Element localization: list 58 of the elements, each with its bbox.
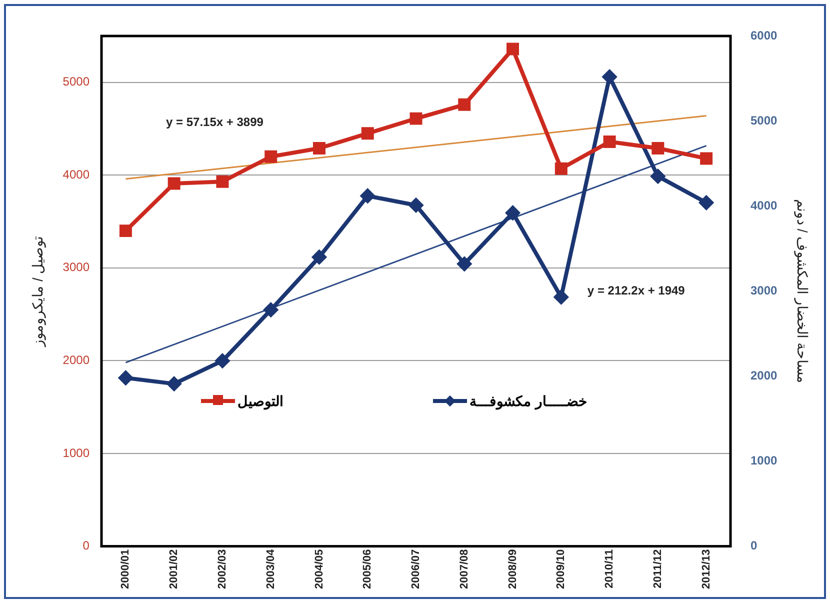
point [554, 290, 568, 304]
x-tick-label: 2007/08 [458, 549, 470, 590]
x-tick-label: 2001/02 [168, 549, 180, 590]
point [700, 152, 713, 165]
x-tick-label: 2000/01 [120, 549, 132, 590]
point [168, 177, 180, 190]
x-tick-label: 2012/13 [700, 549, 712, 590]
point [312, 142, 326, 154]
y2-tick-label: 6000 [750, 28, 778, 42]
point [699, 196, 714, 210]
x-tick-label: 2011/12 [652, 549, 664, 588]
point [360, 188, 375, 203]
y2-tick-label: 3000 [750, 283, 778, 298]
x-tick-label: 2005/06 [362, 549, 374, 590]
x-tick-label: 2004/05 [313, 549, 326, 590]
legend-label: التوصيل [237, 393, 284, 410]
y2-tick-label: 2000 [750, 368, 778, 382]
point [410, 112, 422, 125]
point [409, 198, 423, 212]
x-tick-label: 2008/09 [506, 549, 519, 590]
point [458, 98, 471, 111]
y-tick-label: 4000 [62, 167, 90, 182]
annotation: y = 57.15x + 3899 [166, 115, 264, 130]
y2-tick-label: 0 [750, 538, 758, 553]
point [118, 370, 133, 385]
point [264, 302, 278, 317]
point [119, 224, 132, 238]
point [215, 354, 230, 368]
point [506, 206, 520, 220]
point [506, 42, 520, 56]
y2-tick-label: 1000 [750, 454, 778, 468]
point [216, 175, 229, 188]
legend-label: خضـــــار مكشوفـــة [469, 393, 588, 410]
point [650, 169, 665, 184]
point [167, 376, 182, 391]
point [312, 250, 326, 264]
annotation: y = 212.2x + 1949 [587, 283, 686, 298]
y2-axis-title: مساحة الخضار المكشوف / دونم [794, 198, 811, 384]
y-tick-label: 0 [82, 538, 90, 553]
y-tick-label: 1000 [62, 446, 90, 460]
x-tick-label: 2006/07 [410, 549, 422, 590]
x-tick-label: 2009/10 [555, 549, 568, 590]
x-tick-label: 2002/03 [216, 549, 228, 590]
point [457, 256, 472, 271]
point [264, 150, 278, 163]
point [652, 142, 664, 154]
y-tick-label: 5000 [62, 74, 90, 89]
x-tick-label: 2010/11 [604, 549, 616, 588]
y-tick-label: 2000 [62, 353, 90, 368]
y2-tick-label: 5000 [750, 113, 778, 128]
point [602, 70, 617, 84]
y-tick-label: 3000 [62, 260, 90, 274]
point [603, 136, 616, 148]
point [554, 162, 568, 175]
y-axis-title: توصيل / مايكروموز [29, 236, 46, 348]
y2-tick-label: 4000 [750, 198, 778, 212]
point [361, 127, 374, 140]
x-tick-label: 2003/04 [264, 548, 277, 590]
